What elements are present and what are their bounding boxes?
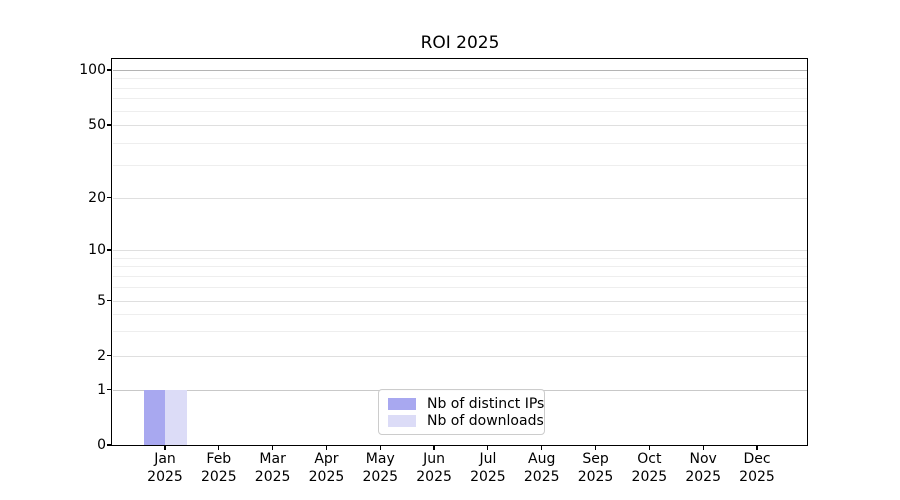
x-tickmark-mar bbox=[272, 445, 274, 450]
y-tickmark-2 bbox=[107, 354, 112, 357]
x-tickmark-jul bbox=[487, 445, 489, 450]
x-tickmark-jun bbox=[433, 445, 435, 450]
gridline-minor-y-80 bbox=[113, 87, 807, 89]
gridline-minor-y-30 bbox=[113, 165, 807, 167]
gridline-major-y-100 bbox=[113, 70, 807, 71]
x-tick-label-aug: Aug 2025 bbox=[523, 451, 560, 485]
x-tickmark-oct bbox=[648, 445, 650, 450]
chart-title: ROI 2025 bbox=[420, 33, 500, 53]
y-tick-label-10: 10 bbox=[88, 242, 106, 258]
x-tick-label-sep: Sep 2025 bbox=[577, 451, 614, 485]
y-tick-label-1: 1 bbox=[97, 381, 106, 398]
y-tickmark-20 bbox=[107, 196, 112, 199]
y-tickmark-10 bbox=[107, 249, 112, 251]
y-tick-label-20: 20 bbox=[88, 189, 106, 206]
y-tickmark-100 bbox=[107, 69, 112, 71]
x-tickmark-sep bbox=[594, 445, 597, 450]
x-tick-label-nov: Nov 2025 bbox=[685, 451, 721, 485]
y-tickmark-5 bbox=[107, 299, 112, 302]
x-tick-label-mar: Mar 2025 bbox=[254, 451, 291, 485]
x-tick-label-jul: Jul 2025 bbox=[470, 451, 506, 485]
x-tickmark-dec bbox=[756, 445, 758, 450]
gridline-minor-y-40 bbox=[113, 142, 807, 144]
gridline-major-y-5 bbox=[113, 300, 807, 302]
x-tickmark-feb bbox=[218, 445, 220, 450]
gridline-minor-y-8 bbox=[113, 266, 807, 268]
x-tick-label-jun: Jun 2025 bbox=[416, 451, 452, 485]
gridline-major-y-2 bbox=[113, 355, 807, 357]
x-tickmark-aug bbox=[541, 445, 543, 450]
gridline-minor-y-70 bbox=[113, 98, 807, 100]
gridline-major-y-50 bbox=[113, 125, 807, 126]
bar-downloads-jan bbox=[165, 389, 187, 445]
x-tick-label-may: May 2025 bbox=[362, 451, 399, 485]
legend-label-distinct-ips: Nb of distinct IPs bbox=[427, 395, 545, 412]
y-tick-label-5: 5 bbox=[97, 292, 106, 309]
legend-item-distinct-ips: Nb of distinct IPs bbox=[388, 395, 544, 413]
y-tick-label-100: 100 bbox=[79, 62, 106, 78]
plot-area: Nb of distinct IPs Nb of downloads bbox=[113, 60, 807, 445]
x-tickmark-may bbox=[379, 445, 381, 450]
gridline-major-y-10 bbox=[113, 250, 807, 251]
legend-swatch-downloads-icon bbox=[388, 415, 416, 428]
x-tickmark-apr bbox=[325, 445, 328, 450]
y-tickmark-50 bbox=[107, 124, 112, 126]
y-tick-label-2: 2 bbox=[97, 347, 106, 364]
y-tick-label-0: 0 bbox=[97, 437, 106, 453]
legend: Nb of distinct IPs Nb of downloads bbox=[378, 389, 545, 435]
x-tick-label-feb: Feb 2025 bbox=[200, 451, 237, 485]
bar-distinct-ips-jan bbox=[143, 389, 165, 445]
x-tickmark-nov bbox=[702, 445, 704, 450]
gridline-major-y-20 bbox=[113, 197, 807, 199]
gridline-minor-y-7 bbox=[113, 275, 807, 277]
legend-label-downloads: Nb of downloads bbox=[427, 413, 544, 430]
y-tickmark-1 bbox=[107, 388, 112, 391]
gridline-minor-y-4 bbox=[113, 313, 807, 315]
y-tickmark-0 bbox=[107, 444, 112, 446]
gridline-minor-y-60 bbox=[113, 110, 807, 112]
y-tick-label-50: 50 bbox=[88, 117, 106, 133]
x-tick-label-jan: Jan 2025 bbox=[147, 451, 183, 485]
x-tick-label-dec: Dec 2025 bbox=[739, 451, 775, 485]
x-tick-label-oct: Oct 2025 bbox=[631, 451, 668, 485]
gridline-minor-y-3 bbox=[113, 331, 807, 333]
legend-item-downloads: Nb of downloads bbox=[388, 413, 544, 431]
legend-swatch-distinct-ips-icon bbox=[388, 397, 416, 410]
gridline-minor-y-90 bbox=[113, 78, 807, 80]
gridline-minor-y-6 bbox=[113, 287, 807, 289]
x-tick-label-apr: Apr 2025 bbox=[308, 451, 345, 485]
gridline-minor-y-9 bbox=[113, 257, 807, 259]
x-tickmark-jan bbox=[164, 445, 166, 450]
